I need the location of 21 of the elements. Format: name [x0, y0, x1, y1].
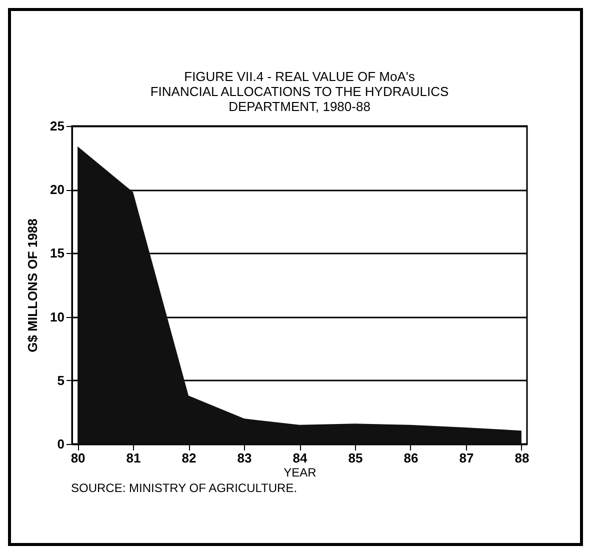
x-tick-label: 85: [348, 450, 363, 466]
text: FIGURE VII.4 - REAL VALUE OF MoA's: [184, 69, 415, 84]
source-note: SOURCE: MINISTRY OF AGRICULTURE.: [71, 481, 298, 495]
y-tick-label: 10: [50, 309, 64, 324]
x-axis-title: YEAR: [284, 466, 317, 480]
x-tick-label: 83: [237, 450, 252, 466]
y-tick-label: 25: [50, 118, 64, 134]
y-axis-title: G$ MILLONS OF 1988: [25, 218, 40, 352]
y-tick-label: 5: [57, 372, 64, 388]
x-tick-label: 81: [126, 450, 141, 466]
x-tick-label: 88: [514, 450, 530, 466]
y-tick-label: 20: [50, 182, 64, 198]
x-tick-label: 82: [182, 450, 196, 466]
y-tick-label: 0: [57, 436, 64, 452]
text: FINANCIAL ALLOCATIONS TO THE HYDRAULICS: [150, 84, 449, 99]
y-tick-label: 15: [50, 246, 64, 261]
x-tick-label: 87: [459, 450, 474, 466]
x-tick-label: 84: [292, 450, 308, 466]
x-tick-label: 80: [70, 450, 86, 466]
text: DEPARTMENT, 1980-88: [228, 99, 370, 114]
x-tick-label: 86: [404, 450, 418, 466]
